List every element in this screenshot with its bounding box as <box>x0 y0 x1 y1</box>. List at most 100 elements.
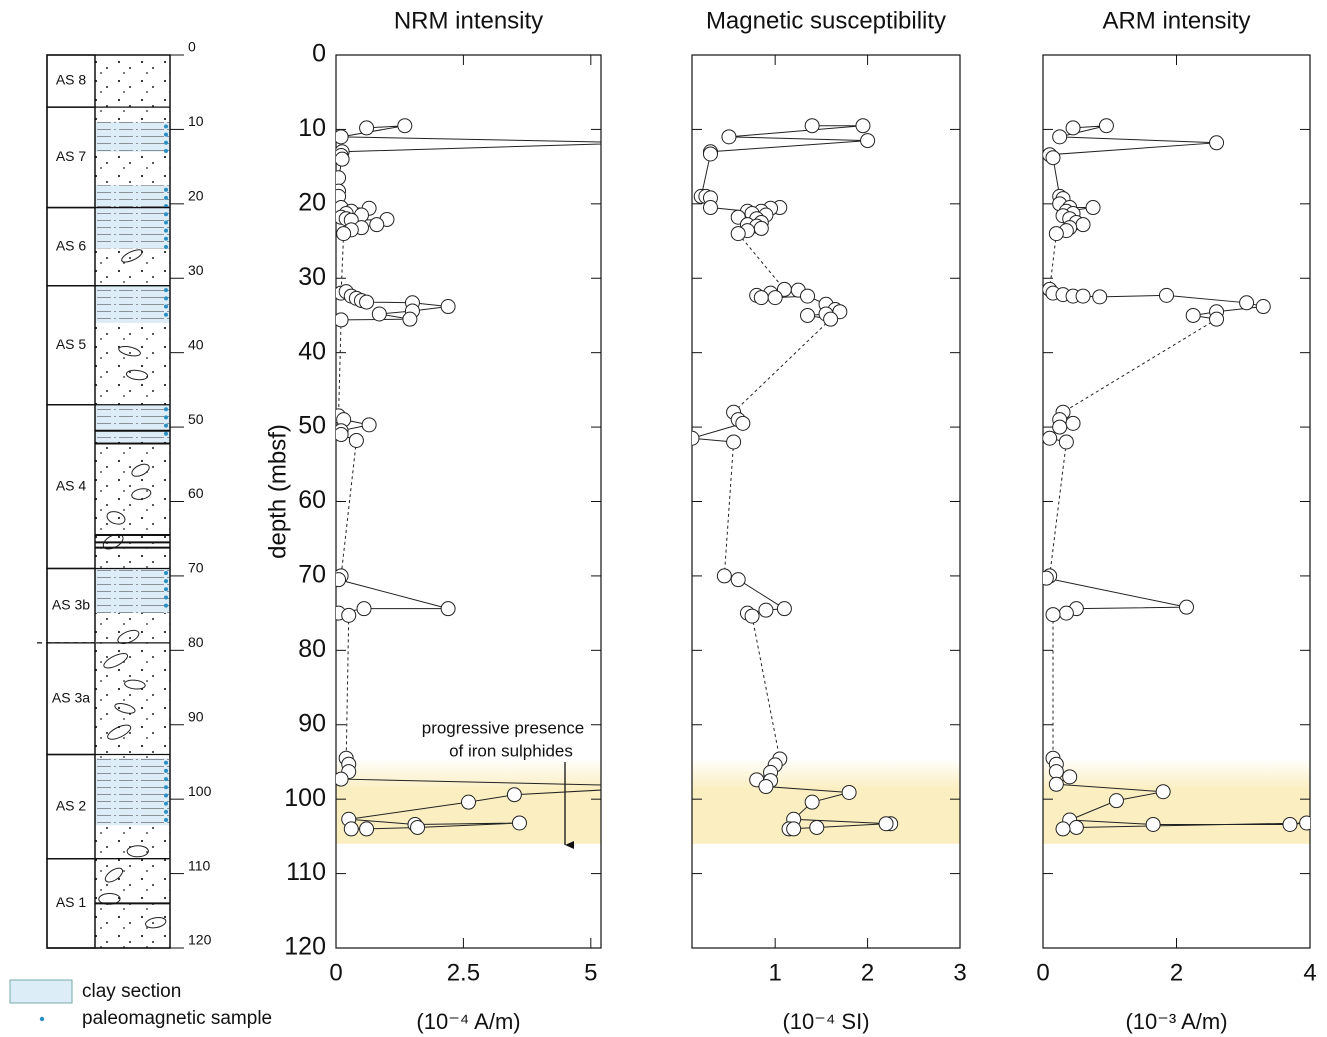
data-point <box>730 226 746 242</box>
clast <box>104 867 124 883</box>
highlight-band <box>1043 758 1310 844</box>
sample-dot <box>164 777 168 782</box>
clast <box>103 653 129 669</box>
data-point <box>1282 816 1298 832</box>
x-axis-label: (10⁻³ A/m) <box>1125 1009 1227 1034</box>
x-axis-label: (10⁻⁴ SI) <box>782 1009 869 1034</box>
sample-dot <box>164 431 168 436</box>
x-tick-label: 2 <box>861 959 874 986</box>
data-point <box>461 794 476 810</box>
sample-dot <box>164 288 168 293</box>
chart-title: Magnetic susceptibility <box>706 7 946 34</box>
data-point <box>1085 200 1101 216</box>
data-point <box>410 819 426 835</box>
data-point <box>1048 776 1064 792</box>
data-point <box>1179 599 1195 615</box>
data-point <box>336 129 349 145</box>
sample-dot <box>164 304 168 309</box>
y-tick-label: 110 <box>286 858 326 886</box>
log-tick-label: 80 <box>188 634 204 650</box>
sample-dot <box>164 793 168 798</box>
data-point <box>397 118 413 134</box>
gap-connector <box>723 441 735 576</box>
annotation: of iron sulphides <box>449 741 573 760</box>
x-tick-label: 3 <box>953 959 966 986</box>
x-tick-label: 1 <box>768 959 781 986</box>
y-axis-label: depth (mbsf) <box>264 424 291 559</box>
clast <box>125 369 149 381</box>
data-point <box>1048 764 1064 780</box>
data-point <box>402 311 418 327</box>
data-point <box>440 601 456 617</box>
sample-dot <box>164 587 168 592</box>
data-point <box>336 572 347 588</box>
x-tick-label: 4 <box>1303 959 1316 986</box>
y-tick-label: 10 <box>298 114 326 142</box>
legend-clay-label: clay section <box>82 981 181 1002</box>
sample-dot <box>164 570 168 575</box>
gap-connector <box>1049 233 1057 290</box>
sample-dot <box>164 603 168 608</box>
data-point <box>1155 784 1171 800</box>
clay-lines <box>95 121 170 152</box>
unit-label: AS 3b <box>52 596 90 612</box>
data-point <box>359 821 375 837</box>
data-point <box>1098 118 1114 134</box>
log-tick-label: 10 <box>188 113 204 129</box>
log-tick-label: 90 <box>188 708 204 724</box>
sample-dot <box>164 187 168 192</box>
data-point <box>702 200 718 216</box>
data-point <box>359 294 375 310</box>
data-point <box>804 794 820 810</box>
clay-lines <box>95 404 170 442</box>
data-point <box>767 290 783 306</box>
gap-connector <box>733 318 831 413</box>
log-tick-label: 60 <box>188 485 204 501</box>
data-point <box>1092 289 1108 305</box>
highlight-band <box>692 758 960 844</box>
data-point <box>336 427 349 443</box>
data-point <box>1209 135 1225 151</box>
clast <box>131 463 150 477</box>
clast <box>126 845 149 858</box>
data-point <box>1185 307 1201 323</box>
y-tick-label: 80 <box>298 635 326 663</box>
data-point <box>1048 226 1064 242</box>
data-point <box>511 815 527 831</box>
legend-sample-dot <box>39 1016 45 1022</box>
data-point <box>356 601 372 617</box>
data-point <box>440 299 456 315</box>
clast <box>106 511 126 525</box>
data-point <box>1158 287 1174 303</box>
sample-dot <box>164 423 168 428</box>
data-point <box>1239 295 1255 311</box>
data-point <box>823 311 839 327</box>
sample-dot <box>164 140 168 145</box>
data-point <box>336 771 349 787</box>
unit-label: AS 7 <box>56 148 87 164</box>
data-point <box>735 415 751 431</box>
sample-dot <box>164 801 168 806</box>
sample-dot <box>164 212 168 217</box>
legend-sample-label: paleomagnetic sample <box>82 1008 272 1029</box>
chart-title: NRM intensity <box>394 7 543 34</box>
data-point <box>1075 288 1091 304</box>
sample-dot <box>164 818 168 823</box>
data-point <box>800 307 816 323</box>
data-point <box>348 432 364 448</box>
log-tick-label: 0 <box>188 39 196 55</box>
data-point <box>1055 821 1071 837</box>
data-point <box>758 779 774 795</box>
data-point <box>635 136 649 150</box>
y-tick-label: 60 <box>298 486 326 514</box>
data-point <box>716 568 732 584</box>
data-point <box>726 434 742 450</box>
data-point <box>878 816 894 832</box>
log-tick-label: 120 <box>188 932 212 948</box>
data-point <box>1065 415 1081 431</box>
data-point <box>1108 793 1124 809</box>
data-point <box>1043 430 1058 446</box>
data-point <box>1065 120 1081 136</box>
data-point <box>336 226 352 242</box>
data-point <box>776 601 792 617</box>
